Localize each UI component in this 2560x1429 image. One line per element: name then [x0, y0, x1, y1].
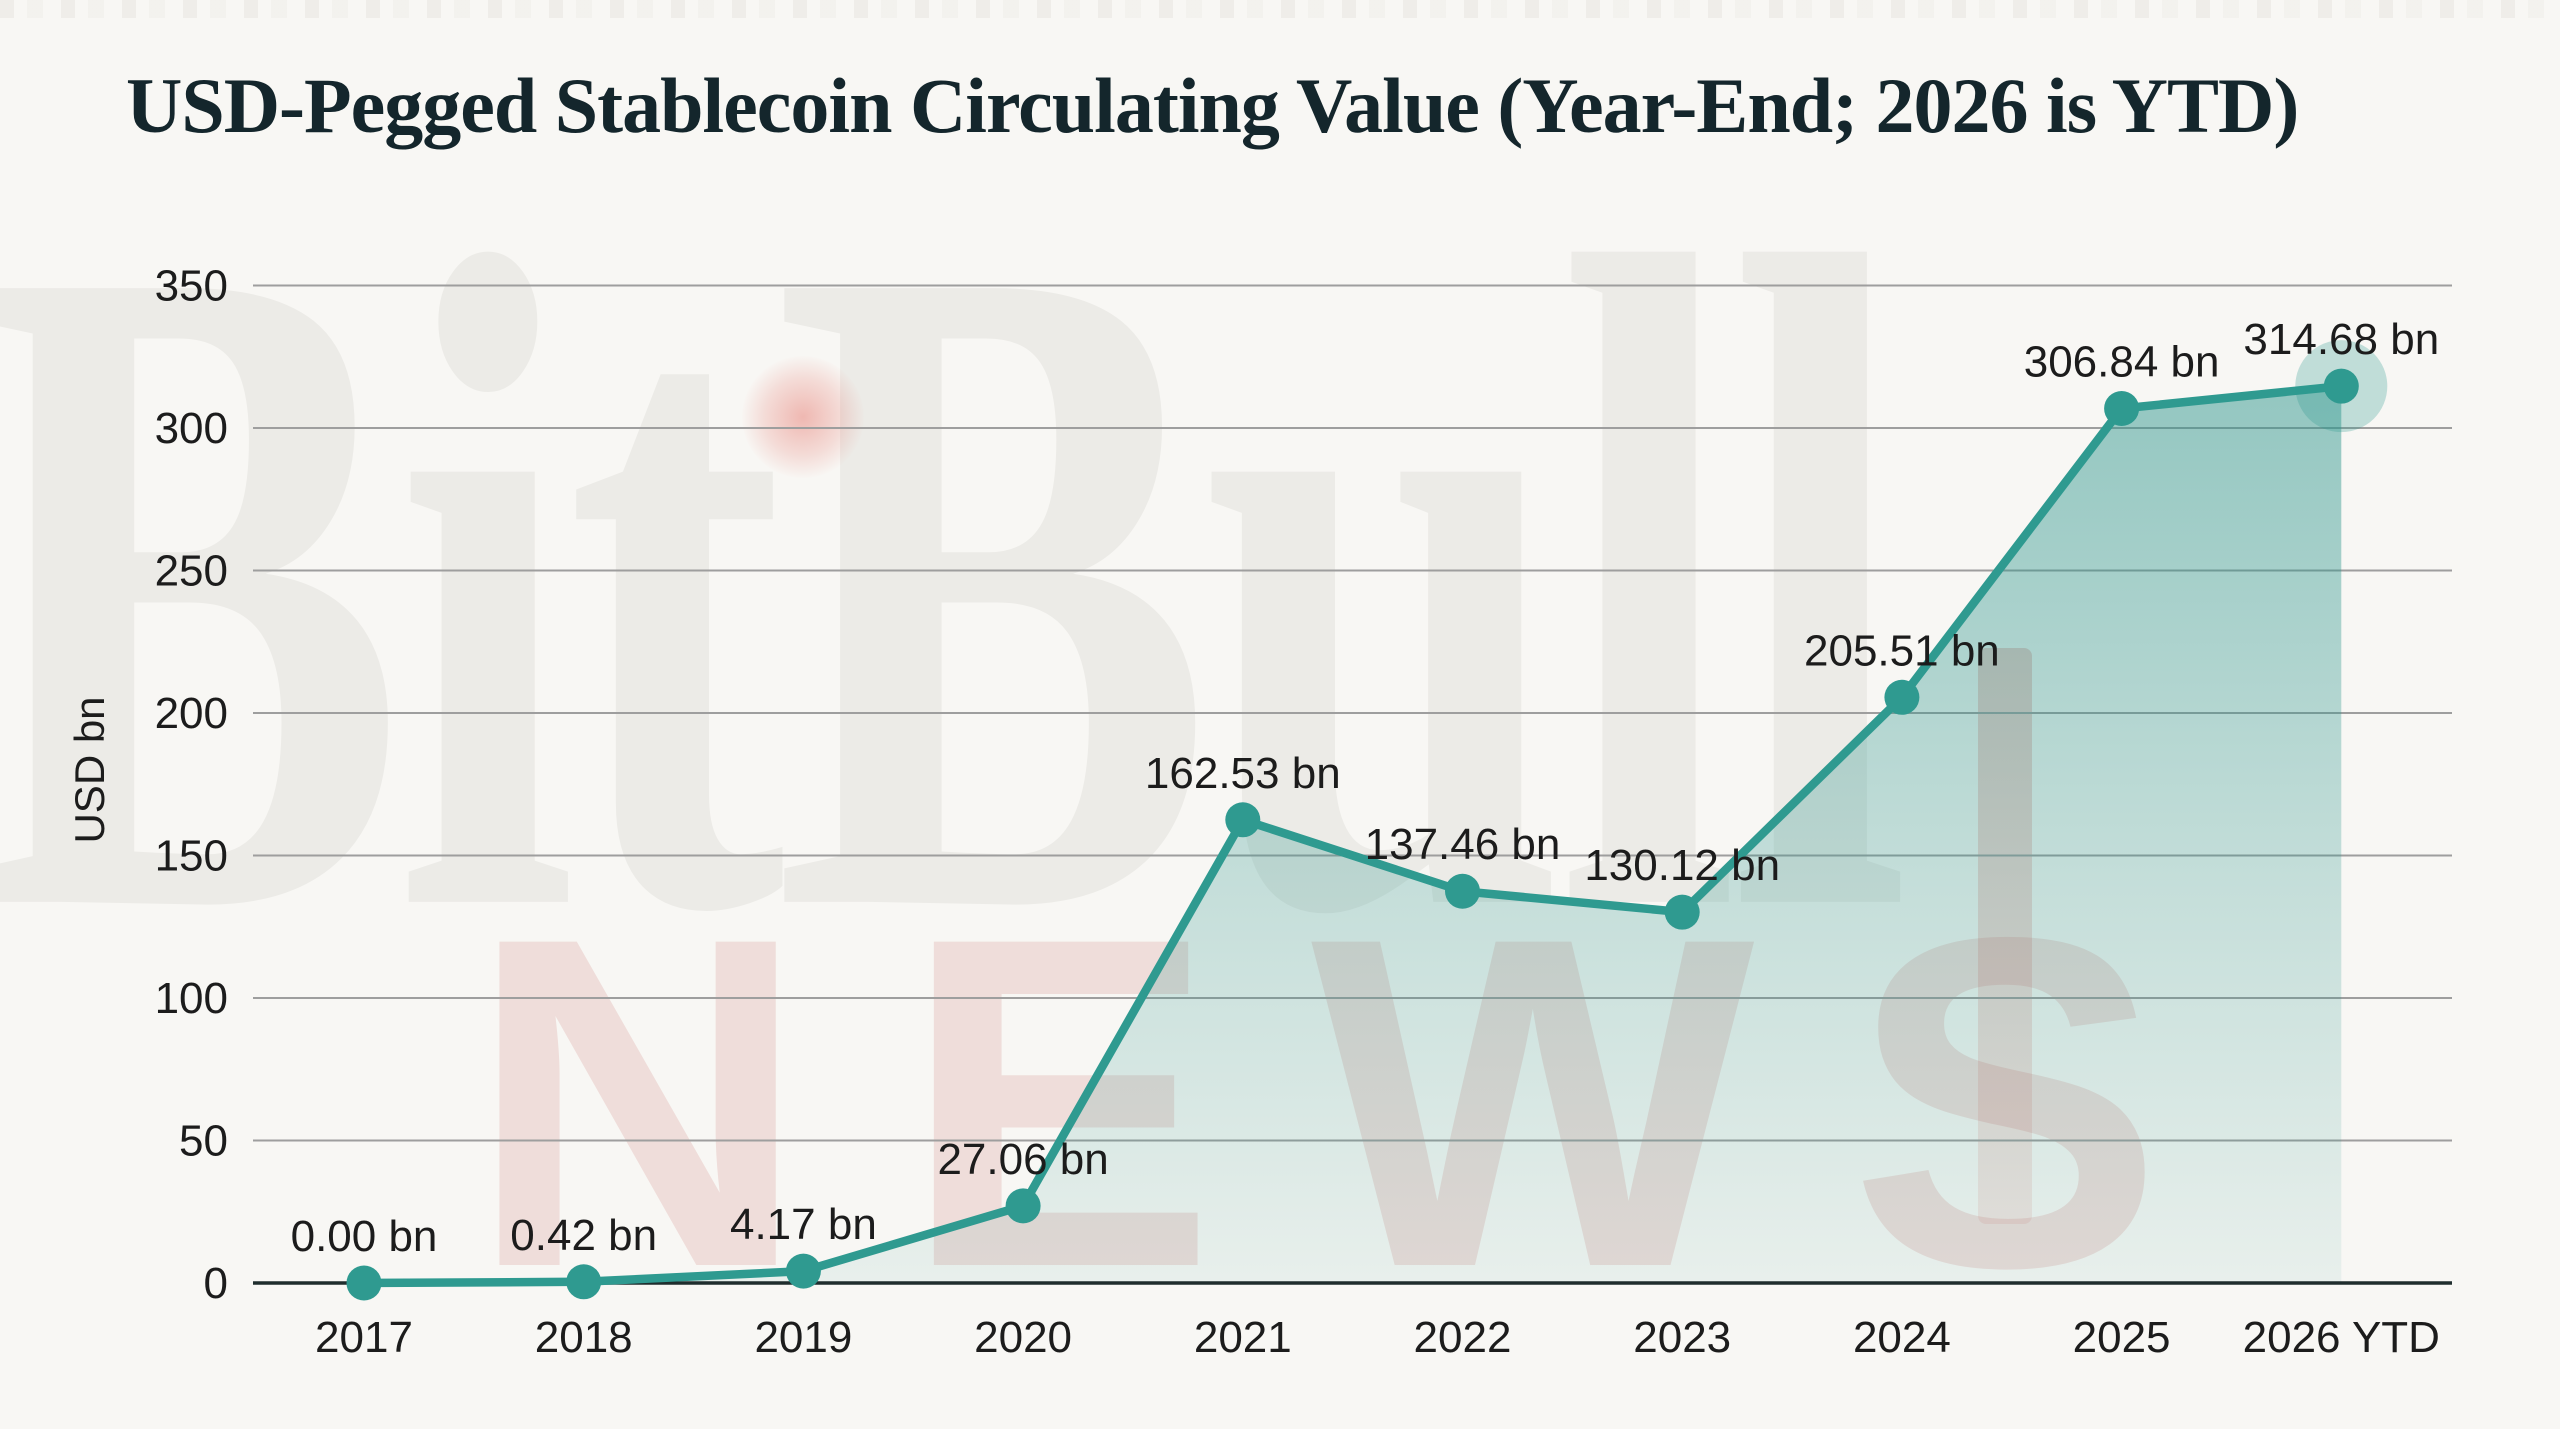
data-point-2021 [1225, 802, 1261, 838]
y-tick-label-250: 250 [155, 547, 228, 596]
y-tick-label-200: 200 [155, 689, 228, 738]
data-label-2026 YTD: 314.68 bn [2243, 315, 2439, 364]
data-point-2017 [346, 1265, 382, 1301]
chart-title: USD-Pegged Stablecoin Circulating Value … [126, 62, 2299, 149]
area-fill [364, 386, 2342, 1283]
data-label-2019: 4.17 bn [730, 1200, 877, 1249]
data-label-2023: 130.12 bn [1584, 841, 1780, 890]
x-tick-label-2021: 2021 [1194, 1313, 1292, 1362]
data-label-2020: 27.06 bn [937, 1135, 1108, 1184]
data-point-2019 [785, 1253, 821, 1289]
data-point-2020 [1005, 1188, 1041, 1224]
data-label-2021: 162.53 bn [1145, 749, 1341, 798]
data-point-2018 [566, 1264, 602, 1300]
data-label-2025: 306.84 bn [2024, 338, 2220, 387]
data-point-2025 [2104, 391, 2140, 427]
y-tick-label-100: 100 [155, 974, 228, 1023]
y-tick-label-50: 50 [179, 1117, 228, 1166]
y-tick-label-0: 0 [204, 1259, 228, 1308]
x-tick-label-2024: 2024 [1853, 1313, 1951, 1362]
data-label-2017: 0.00 bn [291, 1212, 438, 1261]
data-point-2023 [1664, 894, 1700, 930]
series-line [359, 381, 2346, 1288]
x-tick-label-2017: 2017 [315, 1313, 413, 1362]
data-label-2024: 205.51 bn [1804, 626, 2000, 675]
data-label-2018: 0.42 bn [510, 1211, 657, 1260]
data-point-2024 [1884, 679, 1920, 715]
x-tick-label-2026 YTD: 2026 YTD [2243, 1313, 2440, 1362]
x-tick-label-2018: 2018 [535, 1313, 633, 1362]
x-tick-label-2022: 2022 [1414, 1313, 1512, 1362]
data-point-2022 [1445, 873, 1480, 909]
y-tick-label-300: 300 [155, 404, 228, 453]
y-axis-title: USD bn [66, 696, 113, 843]
data-label-2022: 137.46 bn [1365, 820, 1561, 869]
data-point-2026 YTD [2323, 368, 2359, 404]
y-tick-label-150: 150 [155, 832, 228, 881]
x-tick-label-2025: 2025 [2073, 1313, 2171, 1362]
y-tick-label-350: 350 [155, 262, 228, 311]
x-tick-label-2020: 2020 [974, 1313, 1072, 1362]
x-tick-label-2023: 2023 [1633, 1313, 1731, 1362]
top-noise-strip [0, 0, 2560, 18]
x-tick-label-2019: 2019 [754, 1313, 852, 1362]
